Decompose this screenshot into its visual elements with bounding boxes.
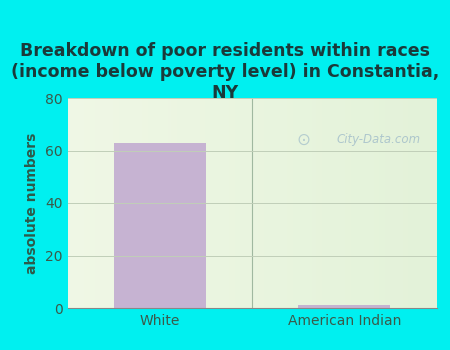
Text: Breakdown of poor residents within races
(income below poverty level) in Constan: Breakdown of poor residents within races… (11, 42, 439, 102)
Bar (113, 143, 206, 308)
Text: ⊙: ⊙ (297, 131, 310, 149)
Y-axis label: absolute numbers: absolute numbers (26, 132, 40, 274)
Text: City-Data.com: City-Data.com (337, 133, 421, 147)
Bar (298, 305, 391, 308)
